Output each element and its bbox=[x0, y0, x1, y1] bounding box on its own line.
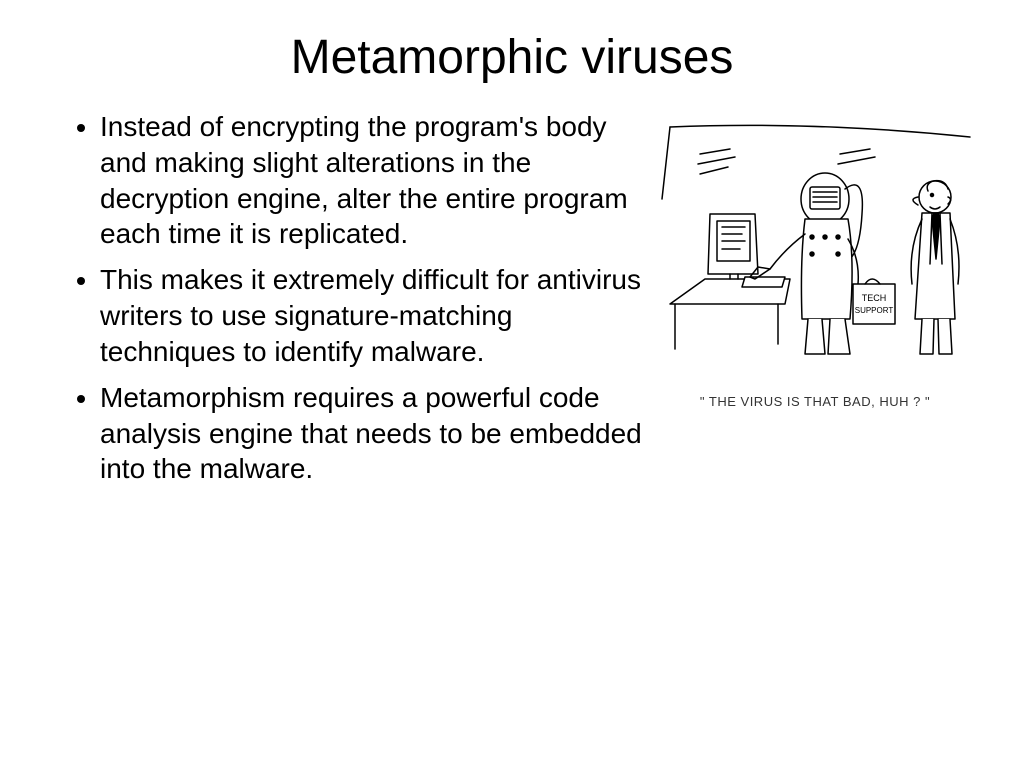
cartoon-container: TECH SUPPORT bbox=[650, 119, 980, 409]
svg-text:TECH: TECH bbox=[862, 293, 887, 303]
svg-text:SUPPORT: SUPPORT bbox=[855, 306, 894, 315]
bullet-item: Metamorphism requires a powerful code an… bbox=[100, 380, 650, 487]
content-row: Instead of encrypting the program's body… bbox=[40, 109, 984, 497]
bullet-list: Instead of encrypting the program's body… bbox=[40, 109, 650, 497]
bullet-item: Instead of encrypting the program's body… bbox=[100, 109, 650, 252]
tech-support-cartoon-icon: TECH SUPPORT bbox=[650, 119, 980, 379]
cartoon-caption: " THE VIRUS IS THAT BAD, HUH ? " bbox=[650, 394, 980, 409]
slide: Metamorphic viruses Instead of encryptin… bbox=[0, 0, 1024, 517]
bullet-item: This makes it extremely difficult for an… bbox=[100, 262, 650, 369]
slide-title: Metamorphic viruses bbox=[40, 30, 984, 85]
